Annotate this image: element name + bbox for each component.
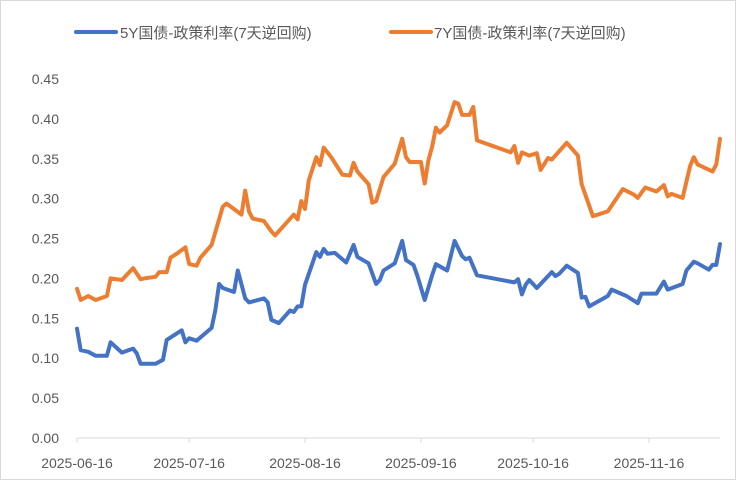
- x-tick-label: 2025-10-16: [497, 455, 569, 471]
- x-tick-label: 2025-11-16: [614, 455, 685, 471]
- y-tick-label: 0.10: [32, 350, 59, 366]
- y-tick-label: 0.05: [32, 390, 59, 406]
- y-tick-label: 0.35: [32, 151, 59, 167]
- x-tick-label: 2025-08-16: [269, 455, 341, 471]
- legend: 5Y国债-政策利率(7天逆回购) 7Y国债-政策利率(7天逆回购): [74, 25, 626, 42]
- y-tick-label: 0.45: [32, 71, 59, 87]
- plot-area: [75, 100, 722, 366]
- x-tick-label: 2025-09-16: [385, 455, 457, 471]
- series-line-5y: [75, 238, 722, 366]
- series-line-7y: [75, 100, 722, 302]
- x-tick-label: 2025-07-16: [153, 455, 225, 471]
- y-tick-label: 0.25: [32, 231, 59, 247]
- x-axis: 2025-06-16 2025-07-16 2025-08-16 2025-09-16…: [41, 437, 720, 471]
- y-tick-label: 0.15: [32, 310, 59, 326]
- y-tick-label: 0.20: [32, 270, 59, 286]
- y-tick-label: 0.30: [32, 191, 59, 207]
- y-axis: 0.00 0.05 0.10 0.15 0.20 0.25 0.30 0.35 0.40 0.45: [32, 71, 59, 446]
- y-tick-label: 0.40: [32, 111, 59, 127]
- y-tick-label: 0.00: [32, 430, 59, 446]
- legend-label-5y: 5Y国债-政策利率(7天逆回购): [120, 25, 312, 42]
- legend-label-7y: 7Y国债-政策利率(7天逆回购): [434, 25, 626, 42]
- x-tick-label: 2025-06-16: [41, 455, 113, 471]
